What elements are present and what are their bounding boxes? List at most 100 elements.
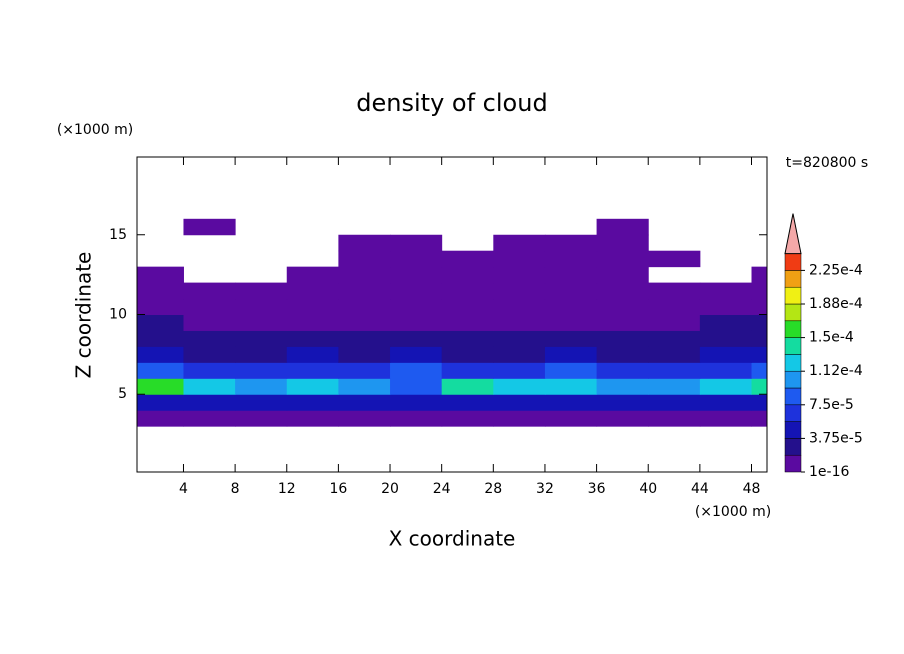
contour-cell (338, 282, 391, 300)
contour-cell (338, 330, 391, 347)
contour-cell (596, 266, 649, 284)
y-unit: (×1000 m) (57, 122, 133, 138)
contour-cell (493, 298, 546, 315)
contour-cell (544, 362, 598, 379)
contour-cell (390, 378, 443, 395)
contour-cell (596, 298, 649, 315)
contour-cell (137, 298, 184, 315)
contour-cell (544, 282, 598, 300)
contour-cell (390, 362, 443, 379)
contour-cell (338, 378, 391, 395)
contour-cell (699, 330, 753, 347)
contour-cell (648, 362, 701, 379)
colorbar-tick-label: 1.12e-4 (809, 363, 863, 379)
contour-cell (648, 346, 701, 363)
contour-cell (338, 298, 391, 315)
contour-cell (493, 394, 546, 411)
contour-cell (390, 410, 443, 427)
colorbar-band (784, 253, 802, 271)
contour-cell (390, 282, 443, 300)
contour-cell (137, 378, 184, 395)
contour-cell (441, 314, 494, 331)
colorbar-band (784, 387, 802, 406)
contour-cell (338, 266, 391, 284)
contour-cell (699, 378, 753, 395)
y-tick-label: 5 (118, 386, 127, 402)
contour-cell (441, 266, 494, 284)
contour-cell (596, 362, 649, 379)
contour-cell (493, 314, 546, 331)
contour-cell (338, 346, 391, 363)
contour-cell (648, 410, 701, 427)
contour-cell (235, 282, 288, 300)
colorbar-band (784, 337, 802, 355)
contour-cell (286, 394, 339, 411)
contour-cell (137, 314, 184, 331)
contour-cell (390, 234, 443, 252)
contour-cell (596, 394, 649, 411)
x-tick-label: 36 (588, 481, 606, 497)
contour-cell (648, 330, 701, 347)
contour-cell (338, 314, 391, 331)
colorbar-extension (784, 213, 802, 255)
contour-cell (544, 330, 598, 347)
contour-cell (493, 266, 546, 284)
colorbar-band (784, 354, 802, 372)
contour-cell (390, 314, 443, 331)
contour-cell (544, 314, 598, 331)
contour-cell (493, 410, 546, 427)
x-tick-label: 44 (691, 481, 709, 497)
contour-cell (493, 250, 546, 268)
contour-cell (235, 346, 288, 363)
x-tick-label: 28 (484, 481, 502, 497)
contour-cell (699, 298, 753, 315)
contour-cell (441, 330, 494, 347)
contour-cell (183, 218, 236, 236)
x-tick-label: 48 (743, 481, 761, 497)
contour-cell (286, 330, 339, 347)
colorbar-band (784, 286, 802, 305)
contour-cell (235, 410, 288, 427)
contour-cell (390, 266, 443, 284)
contour-cell (286, 346, 339, 363)
contour-cell (699, 346, 753, 363)
contour-cell (183, 282, 236, 300)
contour-cell (699, 314, 753, 331)
contour-cell (648, 250, 701, 268)
contour-cell (286, 410, 339, 427)
contour-cell (751, 314, 767, 331)
contour-cell (235, 378, 288, 395)
contour-cell (544, 266, 598, 284)
contour-cell (441, 282, 494, 300)
annotation: t=820800 s (786, 155, 868, 171)
colorbar-tick-label: 1e-16 (809, 464, 849, 480)
contour-cell (338, 250, 391, 268)
contour-cell (493, 282, 546, 300)
contour-cell (596, 330, 649, 347)
contour-cell (137, 266, 184, 284)
contour-cell (544, 234, 598, 252)
x-tick-label: 20 (381, 481, 399, 497)
contour-cell (441, 378, 494, 395)
contour-cell (183, 346, 236, 363)
contour-cell (338, 410, 391, 427)
colorbar-tick-label: 1.88e-4 (809, 296, 863, 312)
colorbar-tick-label: 2.25e-4 (809, 262, 863, 278)
contour-cell (338, 234, 391, 252)
contour-cell (235, 362, 288, 379)
contour-cell (183, 362, 236, 379)
contour-cell (441, 346, 494, 363)
x-axis-label: X coordinate (389, 527, 516, 551)
contour-cell (493, 330, 546, 347)
contour-cell (390, 346, 443, 363)
contour-cell (544, 394, 598, 411)
contour-cell (648, 394, 701, 411)
colorbar-band (784, 438, 802, 456)
contour-cell (544, 410, 598, 427)
colorbar-band (784, 421, 802, 439)
contour-cell (699, 362, 753, 379)
contour-cell (596, 250, 649, 268)
contour-cell (596, 314, 649, 331)
y-tick-label: 10 (109, 307, 127, 323)
contour-cell (183, 378, 236, 395)
